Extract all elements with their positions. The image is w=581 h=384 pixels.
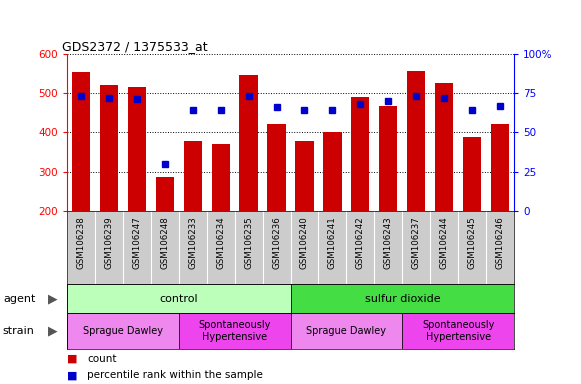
Text: Sprague Dawley: Sprague Dawley — [83, 326, 163, 336]
Text: percentile rank within the sample: percentile rank within the sample — [87, 370, 263, 381]
Bar — [403, 313, 514, 349]
Text: ▶: ▶ — [48, 325, 57, 338]
Text: GSM106246: GSM106246 — [496, 216, 505, 269]
Bar — [67, 284, 290, 313]
Bar — [290, 284, 514, 313]
Text: strain: strain — [3, 326, 35, 336]
Text: Sprague Dawley: Sprague Dawley — [306, 326, 386, 336]
Bar — [379, 106, 397, 211]
Text: ■: ■ — [67, 354, 77, 364]
Bar — [184, 141, 202, 211]
Text: GSM106235: GSM106235 — [244, 216, 253, 269]
Text: count: count — [87, 354, 117, 364]
Bar — [267, 124, 286, 211]
Text: GSM106233: GSM106233 — [188, 216, 197, 269]
Bar — [71, 72, 90, 211]
Bar — [491, 124, 510, 211]
Bar — [156, 177, 174, 211]
Text: Spontaneously
Hypertensive: Spontaneously Hypertensive — [422, 320, 494, 342]
Bar — [407, 71, 425, 211]
Bar — [435, 83, 453, 211]
Text: GSM106237: GSM106237 — [412, 216, 421, 269]
Bar — [211, 144, 229, 211]
Bar — [100, 85, 118, 211]
Text: GSM106234: GSM106234 — [216, 216, 225, 269]
Text: GSM106240: GSM106240 — [300, 216, 309, 269]
Text: GSM106247: GSM106247 — [132, 216, 141, 269]
Bar — [239, 74, 257, 211]
Text: GSM106241: GSM106241 — [328, 216, 337, 269]
Bar — [295, 141, 314, 211]
Text: GSM106242: GSM106242 — [356, 216, 365, 269]
Bar — [128, 87, 146, 211]
Text: GSM106248: GSM106248 — [160, 216, 169, 269]
Bar — [67, 313, 179, 349]
Bar — [324, 132, 342, 211]
Text: GSM106245: GSM106245 — [468, 216, 477, 269]
Text: ■: ■ — [67, 370, 77, 381]
Text: control: control — [159, 293, 198, 304]
Text: GSM106238: GSM106238 — [76, 216, 85, 269]
Text: sulfur dioxide: sulfur dioxide — [364, 293, 440, 304]
Bar — [179, 313, 290, 349]
Text: GDS2372 / 1375533_at: GDS2372 / 1375533_at — [62, 40, 208, 53]
Text: Spontaneously
Hypertensive: Spontaneously Hypertensive — [198, 320, 271, 342]
Bar — [290, 313, 403, 349]
Bar — [352, 97, 370, 211]
Text: GSM106244: GSM106244 — [440, 216, 449, 269]
Text: ▶: ▶ — [48, 292, 57, 305]
Text: GSM106236: GSM106236 — [272, 216, 281, 269]
Text: agent: agent — [3, 293, 35, 304]
Bar — [463, 137, 481, 211]
Text: GSM106239: GSM106239 — [104, 216, 113, 269]
Text: GSM106243: GSM106243 — [384, 216, 393, 269]
